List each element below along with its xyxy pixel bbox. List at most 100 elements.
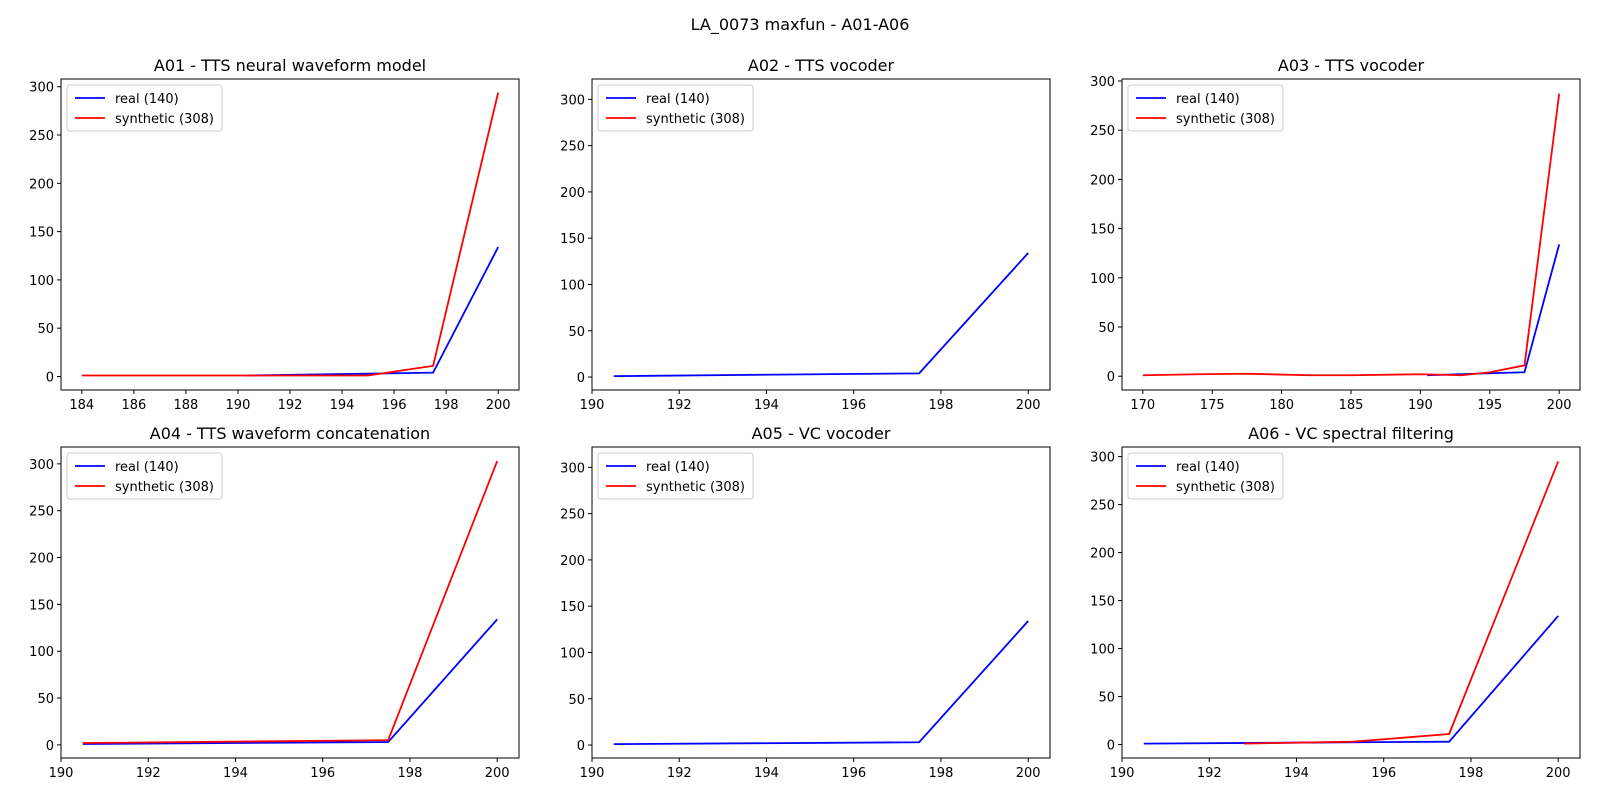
series-line-synthetic xyxy=(1142,93,1561,377)
legend-box xyxy=(1127,452,1284,500)
x-tick-label: 190 xyxy=(49,766,74,781)
x-tick-label: 196 xyxy=(310,766,335,781)
legend: real (140) synthetic (308) xyxy=(66,452,223,500)
legend: real (140) synthetic (308) xyxy=(597,84,754,132)
legend-label: synthetic (308) xyxy=(1176,112,1275,127)
legend-label: synthetic (308) xyxy=(646,480,745,495)
y-tick-label: 300 xyxy=(560,461,585,476)
y-tick-label: 0 xyxy=(46,370,54,385)
x-tick-label: 200 xyxy=(486,398,511,413)
y-tick-label: 300 xyxy=(29,458,54,473)
x-tick-label: 192 xyxy=(667,398,692,413)
x-tick-label: 196 xyxy=(841,766,866,781)
x-tick-label: 180 xyxy=(1269,398,1294,413)
y-tick-label: 200 xyxy=(29,177,54,192)
subplot-title: A01 - TTS neural waveform model xyxy=(154,56,426,75)
y-tick-label: 0 xyxy=(1107,739,1115,754)
legend-box xyxy=(1127,84,1284,132)
y-tick-label: 250 xyxy=(29,505,54,520)
x-tick-label: 190 xyxy=(580,766,605,781)
x-tick-label: 194 xyxy=(1284,766,1309,781)
y-tick-label: 250 xyxy=(560,140,585,155)
y-tick-label: 0 xyxy=(577,739,585,754)
y-tick-label: 300 xyxy=(29,81,54,96)
y-tick-label: 100 xyxy=(1090,272,1115,287)
y-tick-label: 250 xyxy=(1090,124,1115,139)
x-tick-label: 184 xyxy=(69,398,94,413)
legend: real (140) synthetic (308) xyxy=(1127,84,1284,132)
subplot-title: A02 - TTS vocoder xyxy=(748,56,895,75)
y-tick-label: 250 xyxy=(560,508,585,523)
legend-label: real (140) xyxy=(115,92,179,107)
y-tick-label: 50 xyxy=(568,693,585,708)
figure-suptitle: LA_0073 maxfun - A01-A06 xyxy=(691,15,910,35)
y-tick-label: 150 xyxy=(29,226,54,241)
legend-box xyxy=(597,452,754,500)
legend-box xyxy=(66,452,223,500)
legend-label: real (140) xyxy=(646,460,710,475)
y-tick-label: 100 xyxy=(29,645,54,660)
x-tick-label: 198 xyxy=(398,766,423,781)
y-tick-label: 200 xyxy=(1090,547,1115,562)
series-line-real xyxy=(82,618,498,745)
series-line-synthetic xyxy=(81,92,500,377)
y-tick-label: 300 xyxy=(1090,75,1115,90)
y-tick-label: 0 xyxy=(1107,370,1115,385)
axes-frame xyxy=(1121,78,1581,391)
x-tick-label: 194 xyxy=(330,398,355,413)
y-tick-label: 0 xyxy=(577,371,585,386)
x-tick-label: 196 xyxy=(1371,766,1396,781)
series-line-synthetic xyxy=(82,460,499,744)
legend-label: synthetic (308) xyxy=(115,112,214,127)
x-tick-label: 194 xyxy=(223,766,248,781)
x-tick-label: 190 xyxy=(1408,398,1433,413)
y-tick-label: 150 xyxy=(560,232,585,247)
x-tick-label: 198 xyxy=(434,398,459,413)
subplot-1: A01 - TTS neural waveform model 184 186 188… xyxy=(29,56,520,413)
legend: real (140) synthetic (308) xyxy=(1127,452,1284,500)
subplot-grid: A01 - TTS neural waveform model 184 186 188… xyxy=(29,56,1581,781)
x-tick-label: 200 xyxy=(1016,766,1041,781)
x-tick-label: 194 xyxy=(754,766,779,781)
y-tick-label: 300 xyxy=(560,93,585,108)
subplot-5: A05 - VC vocoder 190 192 194 196 198 200 0 50 100… xyxy=(560,424,1051,781)
subplot-title: A04 - TTS waveform concatenation xyxy=(150,424,430,443)
x-tick-label: 192 xyxy=(136,766,161,781)
x-tick-label: 200 xyxy=(1016,398,1041,413)
y-tick-label: 100 xyxy=(1090,643,1115,658)
y-tick-label: 100 xyxy=(560,646,585,661)
x-tick-label: 190 xyxy=(580,398,605,413)
y-tick-label: 250 xyxy=(1090,499,1115,514)
legend-label: synthetic (308) xyxy=(646,112,745,127)
y-tick-label: 150 xyxy=(560,600,585,615)
y-tick-label: 50 xyxy=(37,322,54,337)
y-tick-label: 200 xyxy=(1090,173,1115,188)
x-tick-label: 175 xyxy=(1200,398,1225,413)
x-tick-label: 190 xyxy=(226,398,251,413)
x-tick-label: 200 xyxy=(1546,766,1571,781)
x-tick-label: 198 xyxy=(929,398,954,413)
y-tick-label: 50 xyxy=(1098,321,1115,336)
legend-label: synthetic (308) xyxy=(115,480,214,495)
legend-box xyxy=(597,84,754,132)
x-tick-label: 192 xyxy=(1197,766,1222,781)
x-tick-label: 196 xyxy=(382,398,407,413)
x-tick-label: 185 xyxy=(1339,398,1364,413)
axes-frame xyxy=(1121,446,1581,759)
y-tick-label: 150 xyxy=(1090,595,1115,610)
x-tick-label: 196 xyxy=(841,398,866,413)
series-line-real xyxy=(613,620,1029,746)
subplot-title: A06 - VC spectral filtering xyxy=(1248,424,1454,443)
subplot-4: A04 - TTS waveform concatenation 190 192 19… xyxy=(29,424,520,781)
y-tick-label: 150 xyxy=(1090,223,1115,238)
y-tick-label: 150 xyxy=(29,598,54,613)
series-line-real xyxy=(613,252,1029,378)
subplot-title: A03 - TTS vocoder xyxy=(1278,56,1425,75)
x-tick-label: 194 xyxy=(754,398,779,413)
y-tick-label: 50 xyxy=(568,325,585,340)
x-tick-label: 190 xyxy=(1110,766,1135,781)
legend: real (140) synthetic (308) xyxy=(66,84,223,132)
y-tick-label: 0 xyxy=(46,739,54,754)
subplot-3: A03 - TTS vocoder 170 175 180 185 190 195 200 0 5… xyxy=(1090,56,1581,413)
